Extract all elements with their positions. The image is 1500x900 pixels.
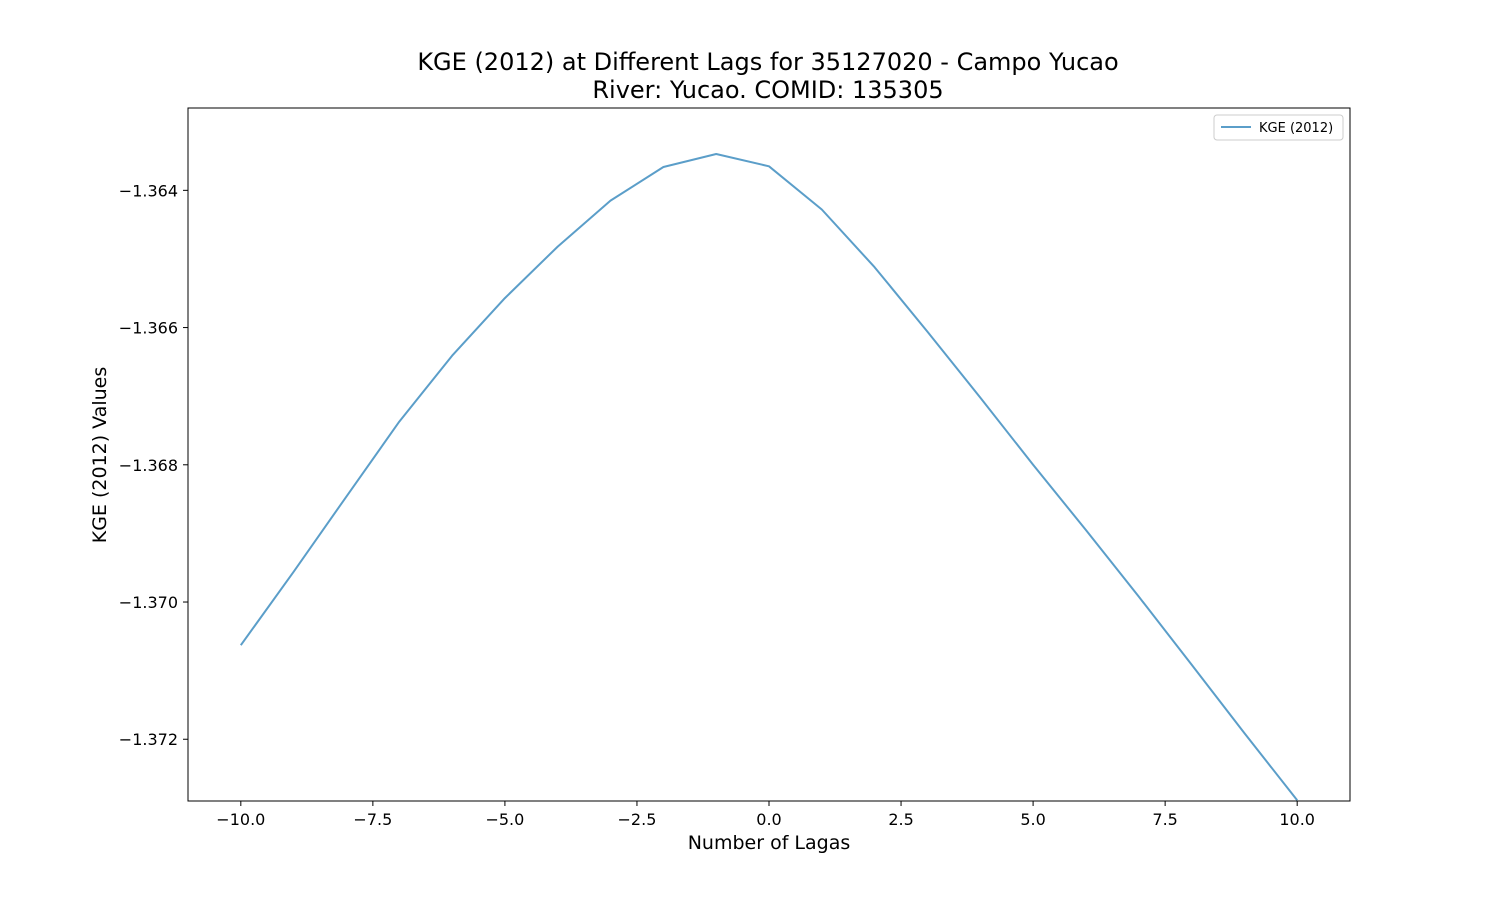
- x-tick-label: 5.0: [1020, 810, 1045, 829]
- data-point: [874, 266, 876, 268]
- data-point: [979, 397, 981, 399]
- data-point: [504, 297, 506, 299]
- x-axis-label: Number of Lagas: [688, 832, 851, 854]
- data-point: [821, 209, 823, 211]
- plot-frame: [187, 107, 1351, 802]
- data-point: [1032, 464, 1034, 466]
- x-tick-label: −7.5: [353, 810, 392, 829]
- data-point: [1191, 663, 1193, 665]
- y-tick-label: −1.364: [119, 181, 178, 200]
- x-tick-label: −2.5: [618, 810, 657, 829]
- legend: KGE (2012): [1213, 114, 1344, 141]
- data-point: [1243, 732, 1245, 734]
- data-point: [1138, 596, 1140, 598]
- data-point: [768, 165, 770, 167]
- data-point: [715, 153, 717, 155]
- x-tick-label: 10.0: [1279, 810, 1315, 829]
- data-point: [240, 644, 242, 646]
- y-tick-label: −1.370: [119, 593, 178, 612]
- data-point: [557, 246, 559, 248]
- data-point: [398, 421, 400, 423]
- data-point: [451, 355, 453, 357]
- series-line-kge-2012: [239, 153, 1298, 801]
- data-point: [610, 200, 612, 202]
- data-point: [293, 571, 295, 573]
- x-tick-label: −10.0: [216, 810, 265, 829]
- y-tick-label: −1.368: [119, 456, 178, 475]
- chart-title: KGE (2012) at Different Lags for 3512702…: [417, 48, 1119, 76]
- data-point: [345, 495, 347, 497]
- x-tick-label: 0.0: [756, 810, 781, 829]
- chart-subtitle: River: Yucao. COMID: 135305: [592, 76, 944, 104]
- y-tick-label: −1.366: [119, 319, 178, 338]
- data-point: [662, 166, 664, 168]
- y-tick-label: −1.372: [119, 730, 178, 749]
- y-axis-label: KGE (2012) Values: [89, 367, 111, 544]
- data-point: [926, 331, 928, 333]
- legend-label: KGE (2012): [1259, 121, 1333, 136]
- x-tick-label: −5.0: [485, 810, 524, 829]
- x-tick-label: 7.5: [1152, 810, 1177, 829]
- x-tick-label: 2.5: [888, 810, 913, 829]
- data-point: [1085, 529, 1087, 531]
- legend-box: [1213, 114, 1344, 141]
